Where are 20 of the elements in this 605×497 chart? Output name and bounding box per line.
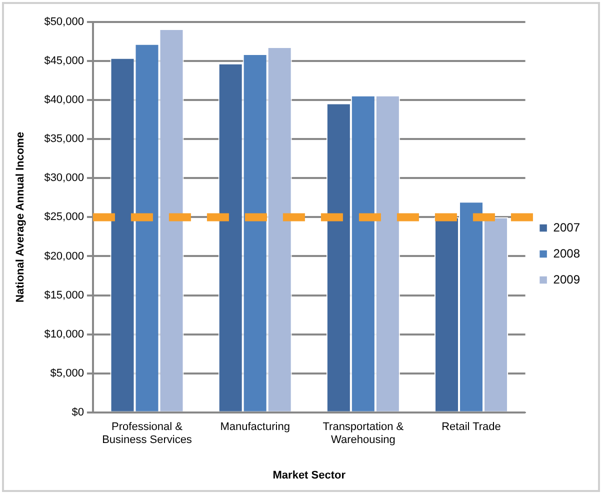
y-tick-label: $50,000: [44, 16, 84, 28]
y-tick-label: $30,000: [44, 172, 84, 184]
legend-label: 2007: [553, 220, 580, 234]
y-tick-label: $15,000: [44, 289, 84, 302]
y-tick-label: $40,000: [44, 94, 84, 106]
x-tick-label: Retail Trade: [442, 421, 501, 434]
legend-label: 2008: [553, 246, 580, 260]
y-tick-label: $10,000: [44, 328, 84, 340]
y-tick-label: $20,000: [44, 250, 84, 262]
x-axis-title: Market Sector: [272, 469, 346, 482]
x-tick-label: Manufacturing: [220, 421, 290, 434]
y-tick-label: $0: [72, 406, 84, 418]
y-tick-label: $45,000: [44, 55, 84, 68]
y-tick-label: $25,000: [44, 211, 84, 224]
y-tick-label: $35,000: [44, 133, 84, 146]
legend-label: 2009: [553, 272, 580, 286]
x-tick-label: Professional & Business Services: [102, 421, 192, 446]
x-tick-label: Transportation & Warehousing: [322, 421, 404, 446]
y-axis-title: National Average Annual Income: [14, 132, 27, 302]
y-tick-label: $5,000: [50, 367, 84, 380]
